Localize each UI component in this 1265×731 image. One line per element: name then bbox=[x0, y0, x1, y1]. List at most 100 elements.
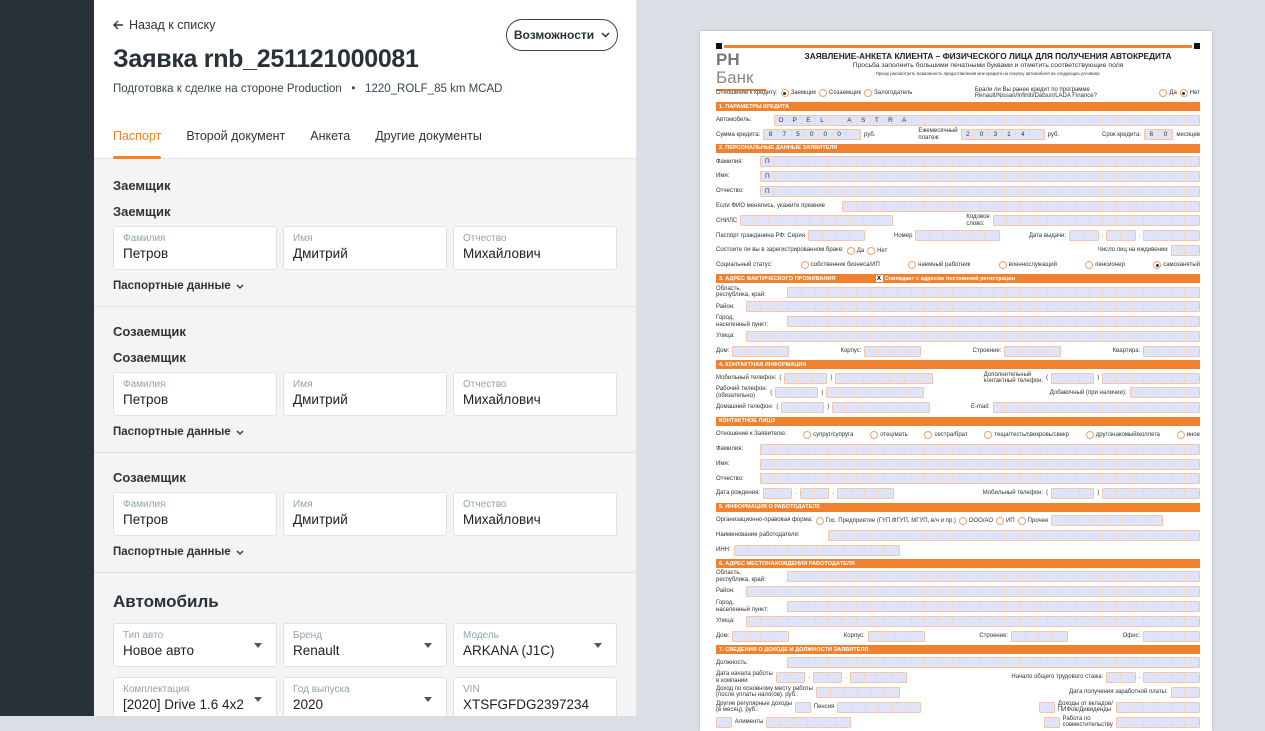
radio-option: супруг/супруга bbox=[803, 430, 853, 439]
text-field[interactable]: Имя Дмитрий bbox=[283, 226, 447, 270]
form-title: ЗАЯВЛЕНИЕ-АНКЕТА КЛИЕНТА – ФИЗИЧЕСКОГО Л… bbox=[804, 51, 1172, 61]
cell bbox=[966, 602, 980, 611]
form-field-group: Имя: П bbox=[716, 171, 1200, 183]
cell bbox=[1158, 572, 1172, 582]
back-to-list-link[interactable]: Назад к списку bbox=[113, 18, 215, 32]
text-field[interactable]: Фамилия Петров bbox=[113, 372, 277, 416]
cell bbox=[1185, 632, 1199, 641]
cell bbox=[1035, 332, 1049, 342]
cell bbox=[1172, 302, 1186, 312]
radio-label: Прочее bbox=[1027, 517, 1049, 524]
letter-cells bbox=[787, 316, 1200, 328]
document-viewer[interactable]: РН Банк ЗАЯВЛЕНИЕ-АНКЕТА КЛИЕНТА – ФИЗИЧ… bbox=[637, 0, 1265, 731]
cell bbox=[966, 287, 980, 297]
cell bbox=[994, 302, 1008, 312]
cell bbox=[761, 474, 775, 484]
cell bbox=[1021, 572, 1035, 582]
cell bbox=[912, 332, 926, 342]
letter-cells bbox=[1106, 672, 1136, 684]
select-field[interactable]: Год выпуска 2020 bbox=[283, 677, 447, 716]
text-field[interactable]: Фамилия Петров bbox=[113, 226, 277, 270]
cell bbox=[1007, 332, 1022, 342]
cell bbox=[953, 474, 967, 484]
cell bbox=[1117, 403, 1131, 413]
radio-label: отец/мать bbox=[880, 431, 908, 438]
radio-label: пенсионер bbox=[1095, 262, 1125, 269]
cell bbox=[1090, 572, 1104, 582]
cell bbox=[966, 302, 980, 312]
select-field[interactable]: Модель ARKANA (J1C) bbox=[453, 623, 617, 667]
cell bbox=[1158, 172, 1172, 182]
cell: 0 bbox=[833, 130, 847, 140]
radio-label: сестра/брат bbox=[934, 431, 968, 438]
tab-0[interactable]: Паспорт bbox=[113, 129, 162, 159]
cell bbox=[939, 658, 953, 668]
cell bbox=[893, 702, 907, 712]
form-row: Социальный статус: собственник бизнеса/ИП… bbox=[716, 258, 1200, 273]
select-field[interactable]: Тип авто Новое авто bbox=[113, 623, 277, 667]
passport-data-toggle[interactable]: Паспортные данные bbox=[113, 280, 617, 292]
section-header-text: КОНТАКТНОЕ ЛИЦО bbox=[719, 418, 775, 425]
cell bbox=[1103, 201, 1117, 211]
cell bbox=[994, 474, 1008, 484]
text-field[interactable]: VIN XTSFGFDG2397234 bbox=[453, 677, 617, 716]
radio-icon bbox=[1017, 516, 1026, 525]
cell bbox=[912, 572, 926, 582]
letter-cells bbox=[746, 331, 1200, 343]
letter-cells bbox=[1039, 701, 1055, 713]
person-section: Созаемщик Созаемщик Фамилия Петров Имя Дмитри… bbox=[94, 307, 636, 453]
cell bbox=[971, 231, 985, 241]
cell bbox=[1048, 403, 1063, 413]
cell bbox=[1158, 587, 1172, 597]
cell bbox=[1117, 302, 1131, 312]
cell bbox=[896, 388, 910, 398]
cell bbox=[939, 602, 953, 611]
cell bbox=[865, 673, 879, 683]
cell bbox=[1117, 201, 1131, 211]
cell bbox=[1021, 216, 1035, 226]
tab-3[interactable]: Другие документы bbox=[375, 129, 482, 143]
cell bbox=[1103, 332, 1117, 342]
cell bbox=[1021, 157, 1035, 167]
text-field[interactable]: Отчество Михайлович bbox=[453, 226, 617, 270]
cell bbox=[966, 572, 980, 582]
cell bbox=[1185, 216, 1199, 225]
cell bbox=[1185, 673, 1199, 682]
cell bbox=[836, 231, 851, 241]
form-field-group: Да Нет bbox=[1159, 89, 1200, 98]
cell bbox=[1144, 373, 1158, 383]
cell bbox=[1021, 302, 1035, 312]
cell bbox=[882, 388, 896, 398]
form-label: ( bbox=[779, 374, 782, 381]
cell bbox=[829, 474, 844, 484]
form-label: Дата начала работы в компании bbox=[716, 671, 773, 684]
form-row: Сумма кредита: 8 7 5 0 0 0 руб. Ежемесячный плат… bbox=[716, 128, 1200, 143]
radio-icon bbox=[1176, 430, 1185, 439]
cell bbox=[810, 403, 824, 412]
text-field[interactable]: Имя Дмитрий bbox=[283, 492, 447, 536]
text-field[interactable]: Имя Дмитрий bbox=[283, 372, 447, 416]
form-section-header: 5. ИНФОРМАЦИЯ О РАБОТОДАТЕЛЕ bbox=[716, 502, 1200, 512]
cell bbox=[912, 658, 926, 668]
tab-1[interactable]: Второй документ bbox=[186, 129, 286, 143]
passport-data-toggle[interactable]: Паспортные данные bbox=[113, 546, 617, 558]
text-field[interactable]: Отчество Михайлович bbox=[453, 372, 617, 416]
passport-data-toggle[interactable]: Паспортные данные bbox=[113, 426, 617, 438]
form-label: Работа по совместительству bbox=[1062, 715, 1113, 729]
field-value: Михайлович bbox=[463, 246, 541, 261]
cell bbox=[1076, 403, 1090, 413]
text-field[interactable]: Отчество Михайлович bbox=[453, 492, 617, 536]
select-field[interactable]: Комплектация [2020] Drive 1.6 4x2 bbox=[113, 677, 277, 716]
form-field-group: Улица: bbox=[716, 331, 1200, 343]
cell bbox=[802, 459, 816, 469]
cell bbox=[884, 186, 898, 196]
separator: • bbox=[351, 83, 356, 95]
text-field[interactable]: Фамилия Петров bbox=[113, 492, 277, 536]
tab-2[interactable]: Анкета bbox=[310, 129, 351, 143]
cell bbox=[1007, 186, 1022, 196]
cell bbox=[802, 616, 816, 626]
cell bbox=[1172, 602, 1186, 611]
options-button[interactable]: Возможности bbox=[506, 19, 618, 51]
select-field[interactable]: Бренд Renault bbox=[283, 623, 447, 667]
cell bbox=[1185, 572, 1199, 581]
